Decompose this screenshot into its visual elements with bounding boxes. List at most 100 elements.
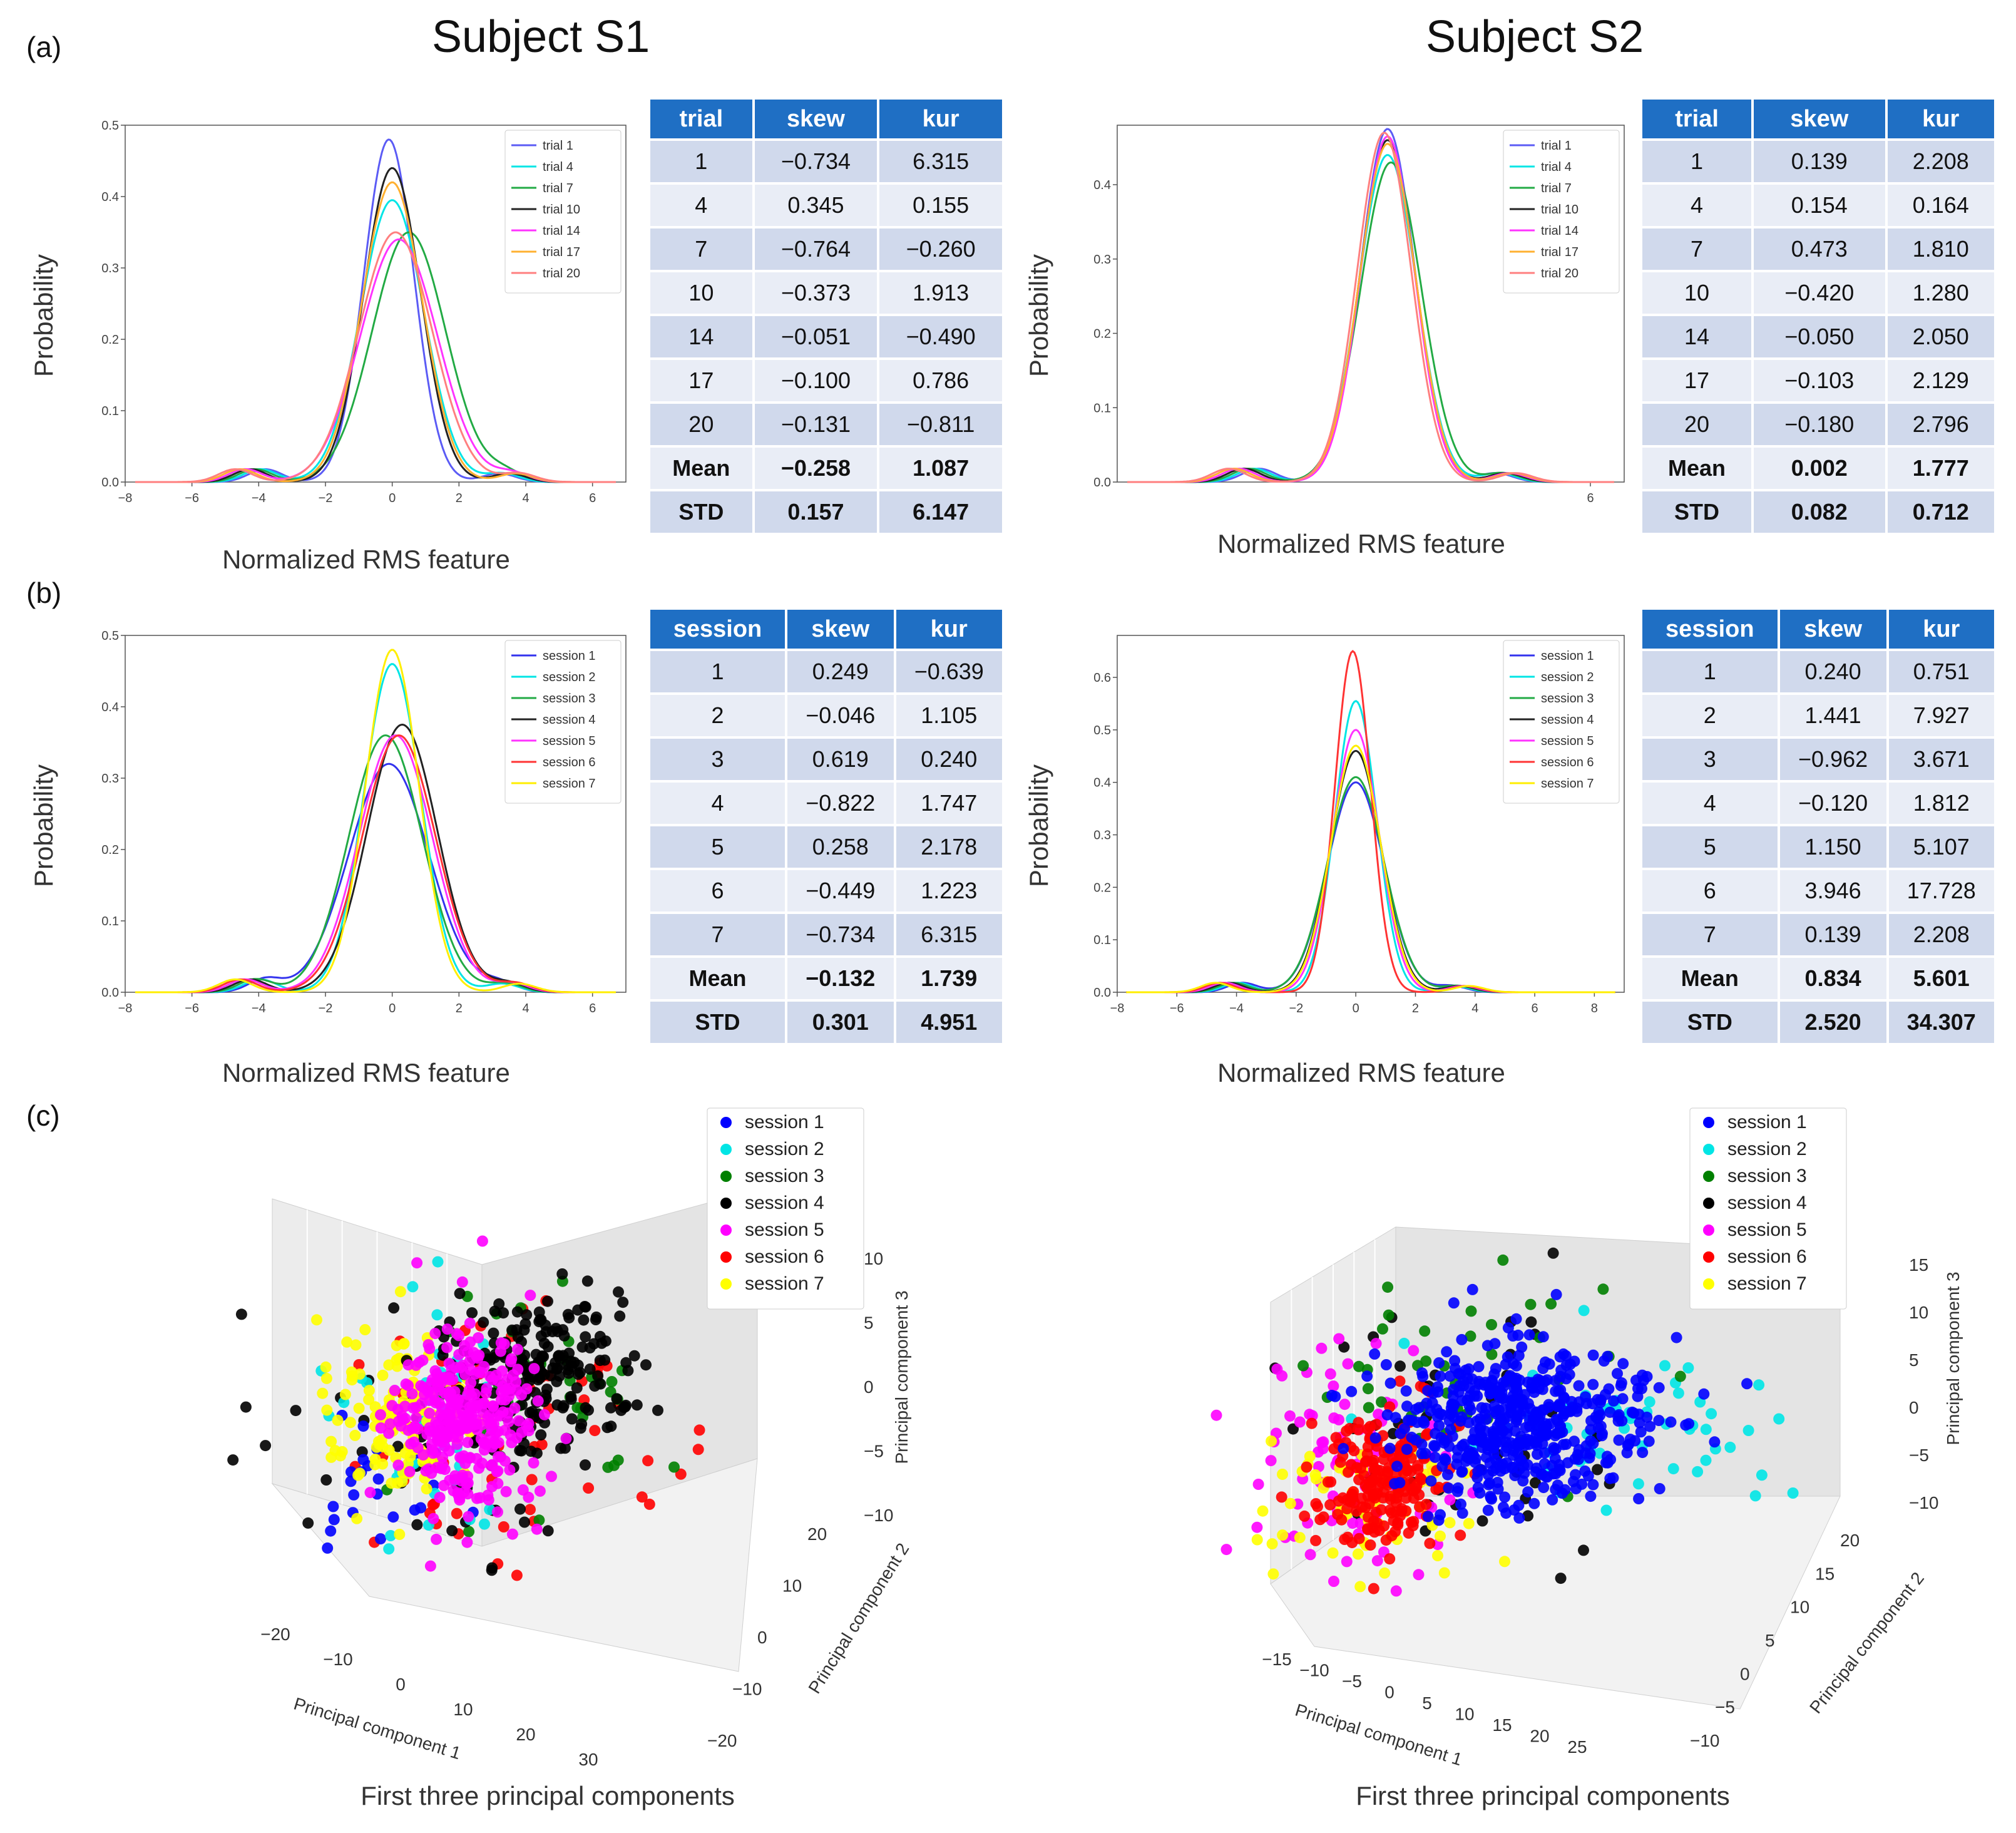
table-row: Mean 0.002 1.777 bbox=[1642, 448, 1994, 489]
pca-point-session-5 bbox=[506, 1353, 518, 1365]
pca-point-session-5 bbox=[420, 1465, 432, 1477]
pca-point-session-1 bbox=[1488, 1400, 1500, 1412]
pca-point-session-6 bbox=[1332, 1509, 1344, 1521]
pca-y-tick-label: 20 bbox=[1840, 1531, 1860, 1550]
pca-point-session-5 bbox=[1328, 1380, 1339, 1392]
pca-point-session-6 bbox=[1276, 1491, 1287, 1503]
pca-point-session-1 bbox=[1558, 1391, 1570, 1403]
pca-point-session-6 bbox=[1455, 1529, 1466, 1541]
pca-point-session-6 bbox=[1330, 1432, 1342, 1444]
pca-point-session-6 bbox=[1325, 1476, 1337, 1488]
table-cell: 2.520 bbox=[1779, 1002, 1886, 1043]
pca-point-session-6 bbox=[636, 1491, 648, 1503]
pca-point-session-7 bbox=[329, 1445, 341, 1457]
pca-point-session-1 bbox=[1536, 1469, 1548, 1481]
pca-point-session-6 bbox=[1337, 1492, 1349, 1504]
pca-point-session-4 bbox=[519, 1516, 530, 1528]
pca-point-session-2 bbox=[1398, 1337, 1410, 1349]
pca-point-session-5 bbox=[469, 1418, 481, 1430]
density-plot-b-s1: −8 −6 −4 −2 0 2 4 6 0.0 0.1 0.2 0.3 0.4 0.5 session 1 s… bbox=[100, 629, 632, 1033]
table-row: 2 −0.046 1.105 bbox=[650, 695, 1002, 736]
pca-point-session-4 bbox=[1530, 1477, 1541, 1489]
pca-point-session-1 bbox=[1384, 1442, 1396, 1454]
pca-point-session-2 bbox=[1682, 1362, 1694, 1373]
density-svg-b-s2: −8 −6 −4 −2 0 2 4 6 8 0.0 0.1 0.2 0.3 0.4 0.5 0.6 sessio… bbox=[1093, 635, 1625, 1015]
table-cell: 4 bbox=[1642, 185, 1752, 226]
pca-point-session-1 bbox=[1531, 1377, 1543, 1389]
table-header-cell: skew bbox=[1754, 100, 1885, 138]
xlabel-a-s1: Normalized RMS feature bbox=[222, 545, 510, 574]
pca-point-session-3 bbox=[612, 1454, 624, 1466]
ylabel-a-s2: Probability bbox=[1024, 254, 1053, 377]
table-cell: 5 bbox=[1642, 826, 1778, 868]
table-cell: 6 bbox=[650, 870, 785, 911]
pca-point-session-1 bbox=[1637, 1447, 1649, 1459]
y-tick-label: 0.0 bbox=[1093, 476, 1111, 490]
table-cell: 10 bbox=[1642, 272, 1752, 314]
table-cell: 3.946 bbox=[1779, 870, 1886, 911]
pca-point-session-4 bbox=[1476, 1515, 1488, 1527]
pca-point-session-2 bbox=[1578, 1305, 1590, 1317]
pca-point-session-5 bbox=[462, 1488, 474, 1500]
pca-point-session-1 bbox=[1573, 1380, 1585, 1392]
y-tick-label: 0.6 bbox=[1093, 671, 1111, 685]
x-tick-label: 6 bbox=[589, 491, 596, 505]
pca-point-session-5 bbox=[402, 1380, 414, 1392]
pca-point-session-5 bbox=[427, 1512, 439, 1524]
pca-point-session-5 bbox=[1312, 1446, 1324, 1458]
y-tick-label: 0.0 bbox=[101, 476, 119, 490]
pca-point-session-1 bbox=[1490, 1363, 1502, 1375]
pca-point-session-1 bbox=[1498, 1501, 1509, 1513]
pca-point-session-1 bbox=[1538, 1404, 1550, 1416]
pca-point-session-5 bbox=[1371, 1555, 1383, 1567]
pca-point-session-2 bbox=[1700, 1454, 1712, 1466]
pca-point-session-4 bbox=[628, 1350, 640, 1362]
pca-point-session-1 bbox=[1441, 1346, 1453, 1358]
x-tick-label: 4 bbox=[1471, 1002, 1478, 1015]
table-header-cell: kur bbox=[1887, 100, 1994, 138]
pca-point-session-4 bbox=[535, 1429, 547, 1441]
pca-point-session-5 bbox=[404, 1466, 416, 1477]
pca-legend-label: session 7 bbox=[745, 1273, 824, 1294]
pca-point-session-3 bbox=[1382, 1281, 1394, 1293]
pca-point-session-7 bbox=[351, 1512, 363, 1524]
pca-point-session-1 bbox=[1513, 1437, 1525, 1449]
pca-point-session-1 bbox=[1522, 1376, 1534, 1388]
pca-z-tick-label: 15 bbox=[1909, 1255, 1928, 1275]
pca-point-session-1 bbox=[1624, 1434, 1636, 1445]
table-cell: −0.734 bbox=[754, 141, 878, 182]
x-tick-label: −4 bbox=[1229, 1002, 1244, 1015]
pca-point-session-1 bbox=[1361, 1370, 1373, 1382]
pca-point-session-1 bbox=[1532, 1449, 1543, 1460]
table-cell: 3 bbox=[1642, 739, 1778, 780]
pca-points bbox=[1210, 1247, 1799, 1597]
pca-point-session-5 bbox=[448, 1485, 459, 1497]
table-header-cell: kur bbox=[1888, 610, 1994, 649]
pca-point-session-7 bbox=[377, 1369, 389, 1381]
pca-point-session-7 bbox=[321, 1404, 333, 1416]
pca-point-session-5 bbox=[500, 1486, 512, 1497]
table-cell: 2.208 bbox=[1888, 914, 1994, 955]
pca-point-session-1 bbox=[1489, 1338, 1501, 1350]
pca-point-session-1 bbox=[1613, 1434, 1625, 1446]
y-tick-label: 0.5 bbox=[101, 119, 119, 133]
pca-point-session-5 bbox=[524, 1290, 536, 1302]
pca-point-session-6 bbox=[1314, 1514, 1326, 1526]
pca-point-session-3 bbox=[1297, 1360, 1309, 1372]
pca-point-session-4 bbox=[558, 1400, 570, 1412]
pca-point-session-1 bbox=[1428, 1440, 1440, 1452]
pca-point-session-7 bbox=[320, 1372, 332, 1384]
pca-point-session-4 bbox=[617, 1296, 629, 1308]
pca-point-session-7 bbox=[325, 1435, 337, 1447]
table-cell: 6.147 bbox=[879, 491, 1002, 533]
table-cell: 5.601 bbox=[1888, 958, 1994, 999]
table-header-cell: session bbox=[650, 610, 785, 649]
pca-point-session-1 bbox=[1508, 1504, 1520, 1516]
pca-point-session-4 bbox=[601, 1422, 613, 1434]
y-tick-label: 0.4 bbox=[101, 190, 119, 204]
legend-label: trial 4 bbox=[1541, 160, 1572, 174]
pca-point-session-6 bbox=[1342, 1531, 1354, 1543]
pca-point-session-1 bbox=[1422, 1385, 1434, 1397]
pca-point-session-1 bbox=[1381, 1409, 1393, 1421]
pca-point-session-4 bbox=[611, 1393, 623, 1405]
